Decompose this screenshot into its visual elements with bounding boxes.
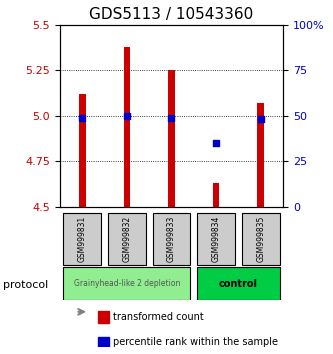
Point xyxy=(258,116,263,122)
Bar xyxy=(213,183,219,207)
Point xyxy=(80,115,85,120)
Bar xyxy=(257,103,264,207)
Text: GSM999833: GSM999833 xyxy=(167,216,176,262)
Text: transformed count: transformed count xyxy=(114,312,204,321)
FancyBboxPatch shape xyxy=(63,267,190,300)
Point xyxy=(213,140,219,146)
Bar xyxy=(79,94,86,207)
FancyBboxPatch shape xyxy=(197,213,235,265)
Text: Grainyhead-like 2 depletion: Grainyhead-like 2 depletion xyxy=(74,279,180,288)
Text: protocol: protocol xyxy=(3,280,49,290)
Text: GSM999835: GSM999835 xyxy=(256,216,265,262)
FancyBboxPatch shape xyxy=(63,213,101,265)
Bar xyxy=(168,70,175,207)
FancyBboxPatch shape xyxy=(153,213,190,265)
Text: control: control xyxy=(219,279,258,289)
Bar xyxy=(124,47,130,207)
Text: GSM999834: GSM999834 xyxy=(211,216,221,262)
Point xyxy=(124,113,130,119)
FancyBboxPatch shape xyxy=(108,213,146,265)
Point xyxy=(169,115,174,120)
Text: GSM999832: GSM999832 xyxy=(122,216,132,262)
FancyBboxPatch shape xyxy=(242,213,280,265)
Bar xyxy=(98,311,109,322)
Bar xyxy=(98,337,109,348)
Text: percentile rank within the sample: percentile rank within the sample xyxy=(114,337,278,347)
FancyBboxPatch shape xyxy=(197,267,280,300)
Text: GSM999831: GSM999831 xyxy=(78,216,87,262)
Title: GDS5113 / 10543360: GDS5113 / 10543360 xyxy=(89,7,254,22)
